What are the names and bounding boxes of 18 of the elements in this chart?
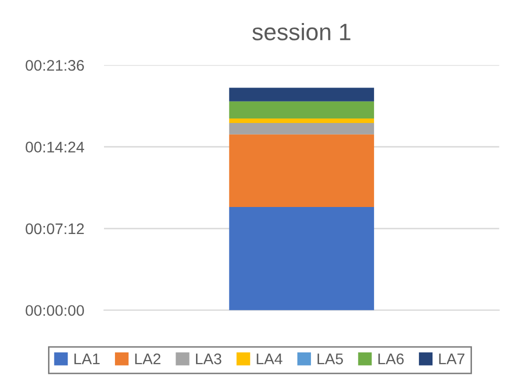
y-tick-label: 00:21:36 [26, 60, 84, 71]
legend-label: LA4 [256, 354, 282, 364]
legend-label: LA1 [74, 354, 100, 364]
bar [229, 122, 374, 134]
chart-title: session 1 [252, 23, 350, 40]
legend-label: LA2 [135, 353, 160, 364]
legend-label: LA6 [378, 353, 404, 364]
y-tick-label: 00:14:24 [26, 142, 84, 153]
y-tick-label: 00:07:12 [26, 223, 84, 234]
legend-label: LA3 [196, 353, 222, 364]
y-tick-label: 00:00:00 [26, 305, 84, 316]
legend-label: LA7 [439, 354, 464, 364]
bar [229, 101, 374, 118]
bar [229, 206, 374, 310]
legend-label: LA5 [318, 354, 343, 364]
bar [229, 88, 374, 102]
bar [229, 118, 374, 123]
bar [229, 134, 374, 207]
